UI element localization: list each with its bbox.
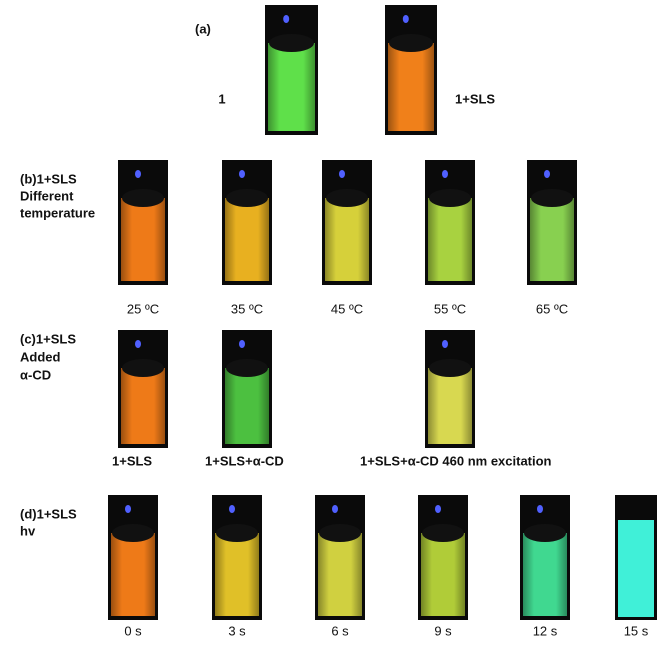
figure: (a) 1 1+SLS (b)1+SLS Different temperature… bbox=[0, 0, 657, 646]
cuvette bbox=[222, 160, 272, 285]
shading bbox=[111, 533, 155, 616]
shading bbox=[530, 198, 574, 281]
panel-label: Added bbox=[20, 349, 61, 364]
panel-label: α-CD bbox=[20, 367, 51, 382]
cuvette bbox=[118, 160, 168, 285]
panel-label: temperature bbox=[20, 205, 95, 220]
meniscus bbox=[226, 359, 268, 377]
cuvette bbox=[322, 160, 372, 285]
shading bbox=[523, 533, 567, 616]
cuvette bbox=[212, 495, 262, 620]
meniscus bbox=[216, 524, 258, 542]
meniscus bbox=[429, 359, 471, 377]
cuvette bbox=[118, 330, 168, 448]
meniscus bbox=[524, 524, 566, 542]
reflection bbox=[403, 15, 409, 23]
sample-label: 25 ºC bbox=[127, 301, 159, 316]
cuvette bbox=[418, 495, 468, 620]
meniscus bbox=[422, 524, 464, 542]
reflection bbox=[135, 340, 141, 348]
sample-label: 15 s bbox=[624, 623, 649, 638]
cuvette bbox=[315, 495, 365, 620]
reflection bbox=[283, 15, 289, 23]
sample-label: 9 s bbox=[434, 623, 452, 638]
panel-label: (d)1+SLS bbox=[20, 506, 77, 521]
meniscus bbox=[429, 189, 471, 207]
reflection bbox=[442, 340, 448, 348]
shading bbox=[225, 368, 269, 444]
cuvette bbox=[222, 330, 272, 448]
shading bbox=[225, 198, 269, 281]
sample-label: 1+SLS+α-CD bbox=[205, 453, 284, 468]
panel-label: Different bbox=[20, 188, 74, 203]
shading bbox=[325, 198, 369, 281]
sample-label: 1 bbox=[218, 91, 225, 106]
shading bbox=[421, 533, 465, 616]
cuvette bbox=[265, 5, 318, 135]
cuvette bbox=[425, 160, 475, 285]
solution bbox=[618, 520, 654, 617]
sample-label: 1+SLS bbox=[455, 91, 495, 106]
sample-label: 45 ºC bbox=[331, 301, 363, 316]
sample-label: 65 ºC bbox=[536, 301, 568, 316]
reflection bbox=[435, 505, 441, 513]
sample-label: 1+SLS+α-CD 460 nm excitation bbox=[360, 453, 552, 468]
sample-label: 6 s bbox=[331, 623, 349, 638]
cuvette bbox=[520, 495, 570, 620]
reflection bbox=[135, 170, 141, 178]
reflection bbox=[544, 170, 550, 178]
cuvette bbox=[385, 5, 437, 135]
meniscus bbox=[269, 34, 314, 52]
reflection bbox=[125, 505, 131, 513]
shading bbox=[428, 368, 472, 444]
reflection bbox=[442, 170, 448, 178]
reflection bbox=[537, 505, 543, 513]
meniscus bbox=[531, 189, 573, 207]
panel-label: (b)1+SLS bbox=[20, 171, 77, 186]
reflection bbox=[332, 505, 338, 513]
panel-label: (a) bbox=[195, 21, 211, 36]
shading bbox=[121, 368, 165, 444]
meniscus bbox=[112, 524, 154, 542]
meniscus bbox=[319, 524, 361, 542]
shading bbox=[388, 43, 434, 131]
cuvette bbox=[527, 160, 577, 285]
sample-label: 12 s bbox=[533, 623, 558, 638]
shading bbox=[215, 533, 259, 616]
meniscus bbox=[389, 34, 433, 52]
sample-label: 0 s bbox=[124, 623, 142, 638]
cuvette bbox=[615, 495, 657, 620]
reflection bbox=[239, 340, 245, 348]
meniscus bbox=[122, 189, 164, 207]
shading bbox=[318, 533, 362, 616]
meniscus bbox=[226, 189, 268, 207]
cuvettes bbox=[108, 5, 657, 620]
cuvette bbox=[425, 330, 475, 448]
shading bbox=[268, 43, 315, 131]
meniscus bbox=[326, 189, 368, 207]
cuvette bbox=[108, 495, 158, 620]
reflection bbox=[239, 170, 245, 178]
panel-label: (c)1+SLS bbox=[20, 331, 76, 346]
shading bbox=[428, 198, 472, 281]
sample-label: 55 ºC bbox=[434, 301, 466, 316]
sample-label: 35 ºC bbox=[231, 301, 263, 316]
shading bbox=[121, 198, 165, 281]
meniscus bbox=[122, 359, 164, 377]
reflection bbox=[229, 505, 235, 513]
reflection bbox=[339, 170, 345, 178]
sample-label: 1+SLS bbox=[112, 453, 152, 468]
panel-label: hv bbox=[20, 523, 36, 538]
sample-label: 3 s bbox=[228, 623, 246, 638]
